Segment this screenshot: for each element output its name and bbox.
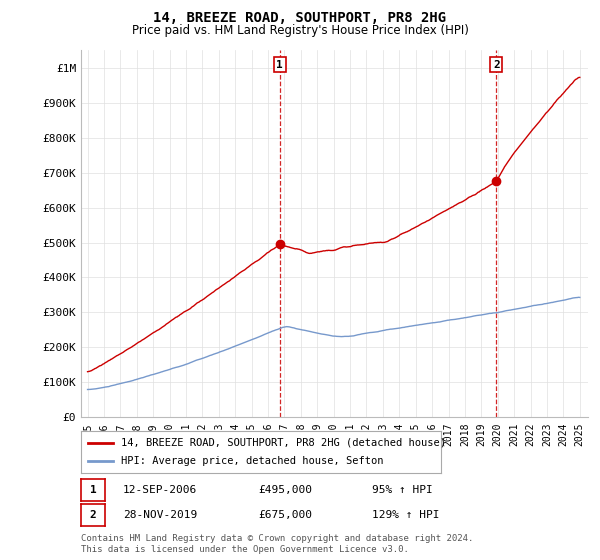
Text: Contains HM Land Registry data © Crown copyright and database right 2024.: Contains HM Land Registry data © Crown c…: [81, 534, 473, 543]
Text: HPI: Average price, detached house, Sefton: HPI: Average price, detached house, Seft…: [121, 456, 383, 466]
Text: 1: 1: [277, 59, 283, 69]
Text: This data is licensed under the Open Government Licence v3.0.: This data is licensed under the Open Gov…: [81, 545, 409, 554]
Text: 28-NOV-2019: 28-NOV-2019: [123, 510, 197, 520]
Text: 2: 2: [89, 510, 97, 520]
Text: £675,000: £675,000: [258, 510, 312, 520]
Text: 2: 2: [493, 59, 500, 69]
Text: 129% ↑ HPI: 129% ↑ HPI: [372, 510, 439, 520]
Text: 95% ↑ HPI: 95% ↑ HPI: [372, 485, 433, 495]
Text: 14, BREEZE ROAD, SOUTHPORT, PR8 2HG (detached house): 14, BREEZE ROAD, SOUTHPORT, PR8 2HG (det…: [121, 438, 446, 448]
Text: £495,000: £495,000: [258, 485, 312, 495]
Text: 14, BREEZE ROAD, SOUTHPORT, PR8 2HG: 14, BREEZE ROAD, SOUTHPORT, PR8 2HG: [154, 11, 446, 25]
Text: 1: 1: [89, 485, 97, 495]
Text: Price paid vs. HM Land Registry's House Price Index (HPI): Price paid vs. HM Land Registry's House …: [131, 24, 469, 36]
Text: 12-SEP-2006: 12-SEP-2006: [123, 485, 197, 495]
